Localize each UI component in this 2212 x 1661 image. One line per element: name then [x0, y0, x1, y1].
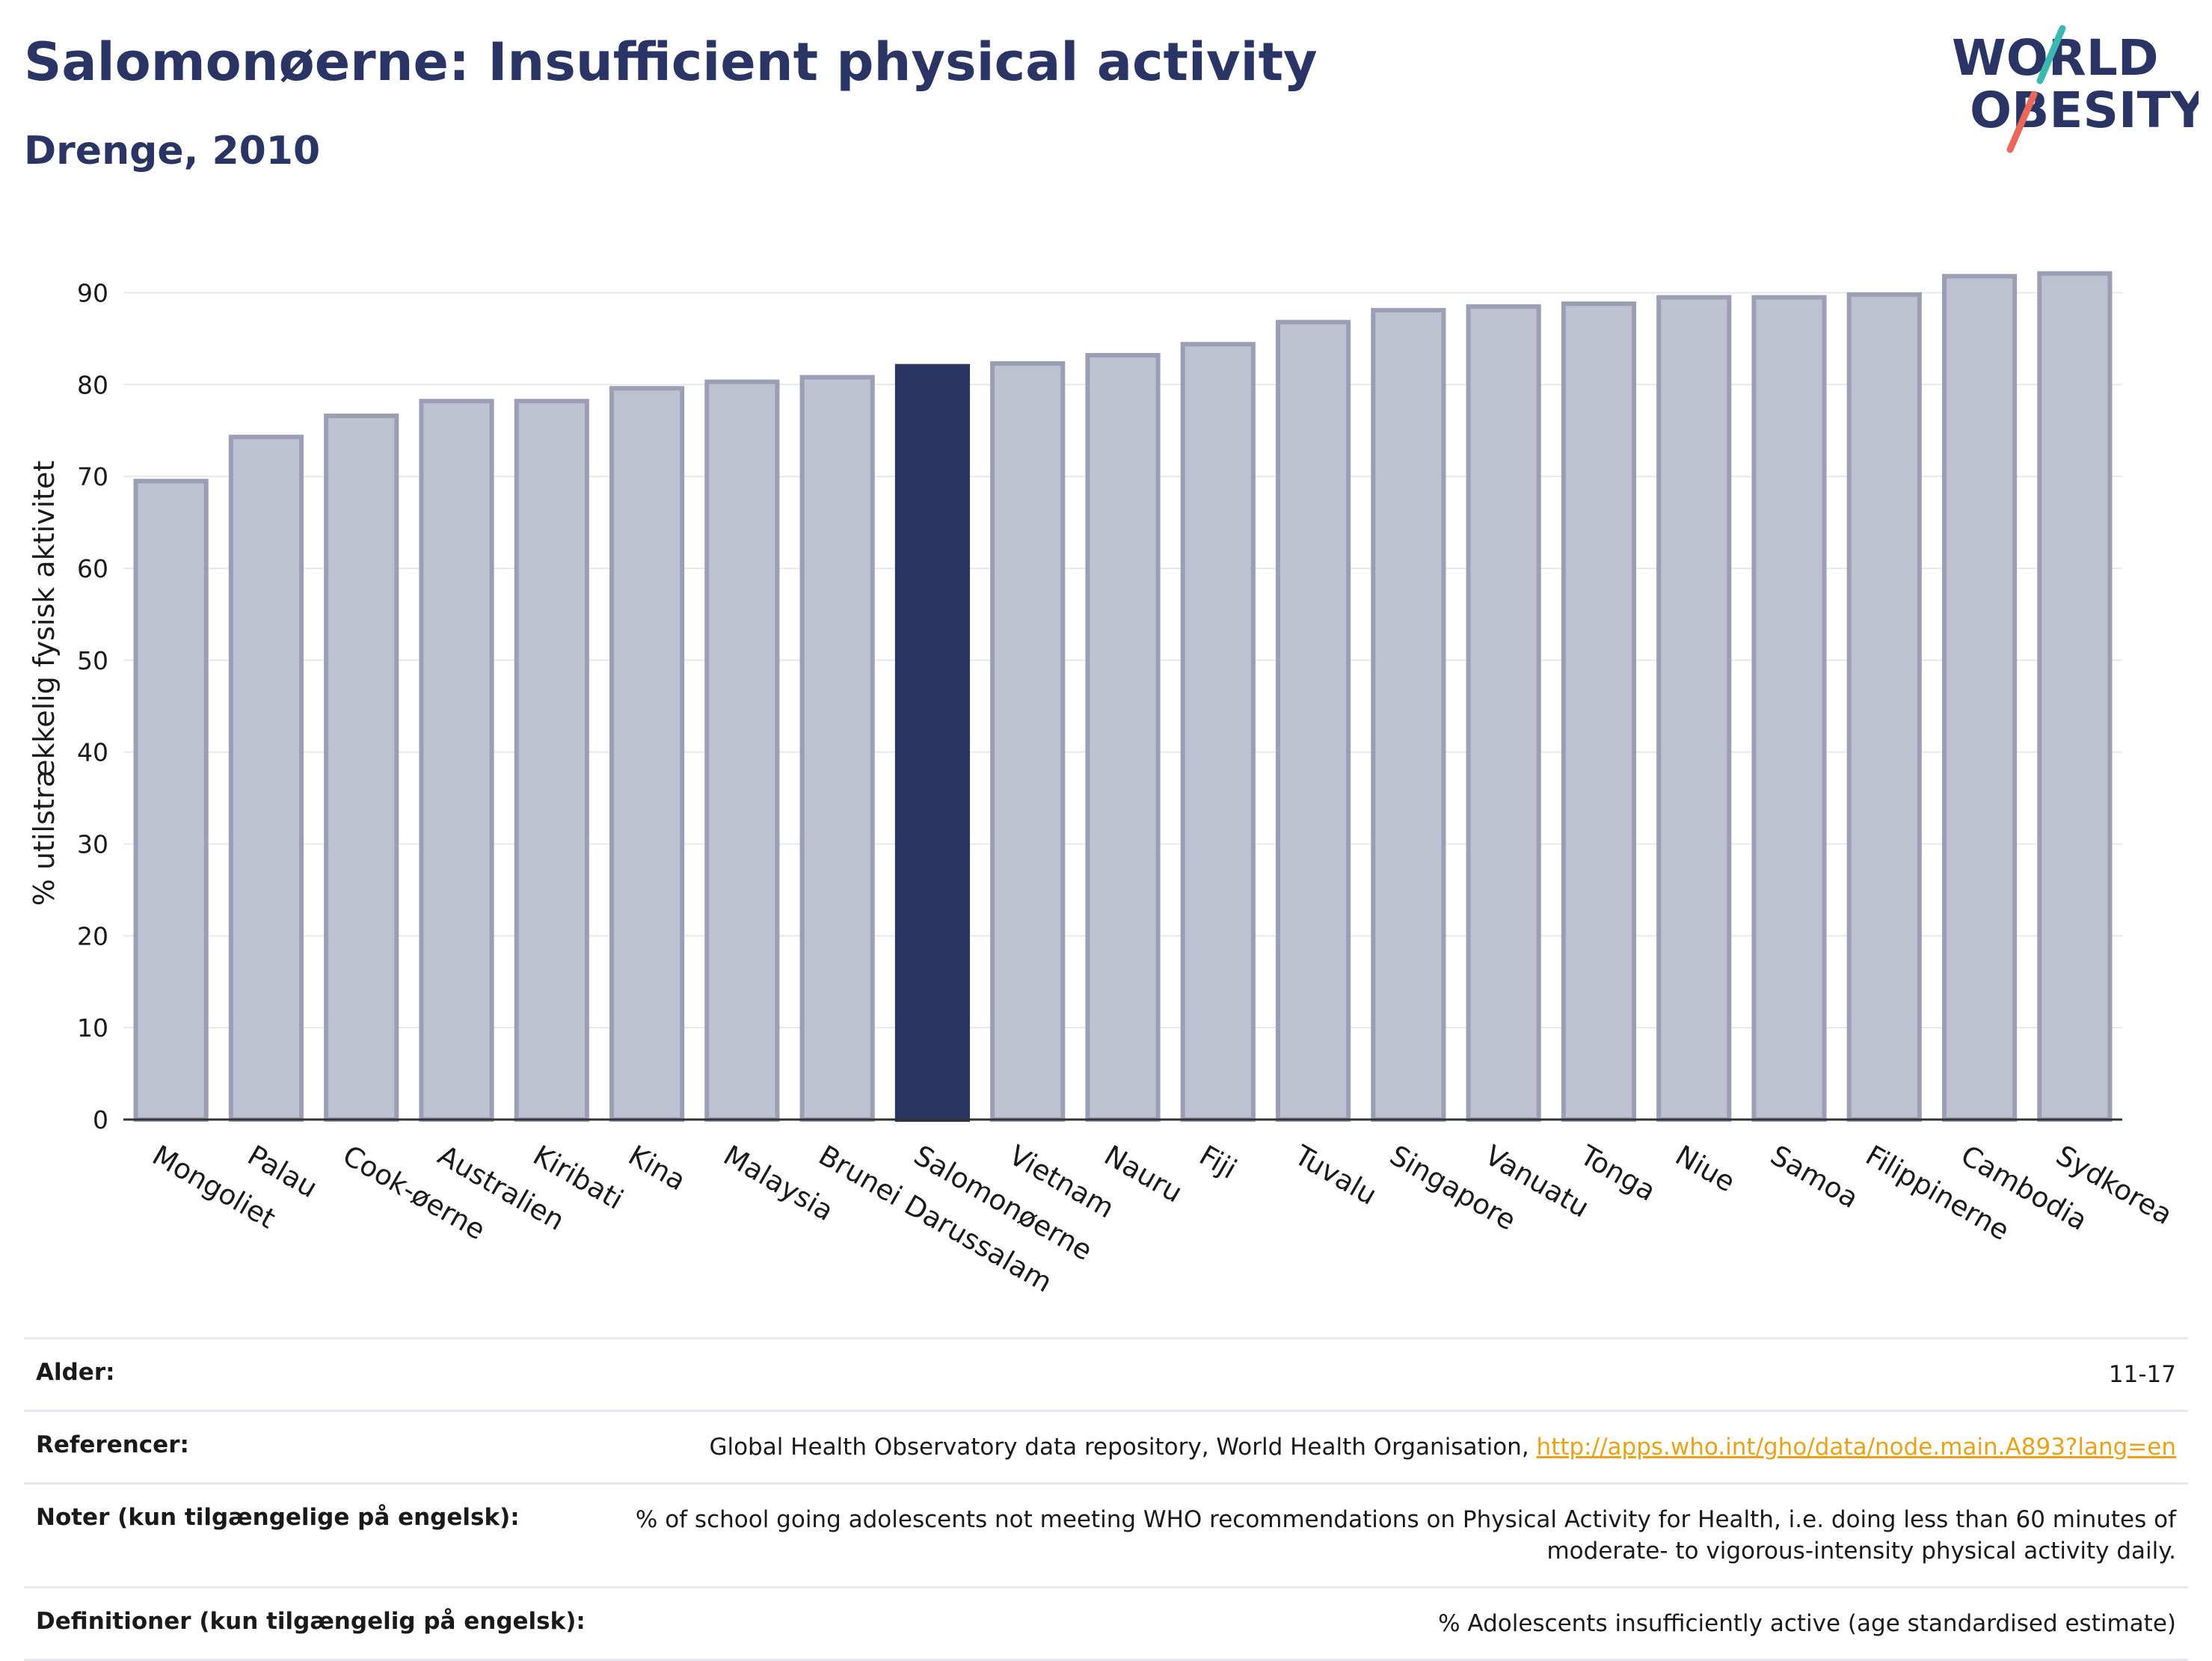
notes-value: % of school going adolescents not meetin… — [635, 1506, 2176, 1565]
references-value: Global Health Observatory data repositor… — [709, 1431, 2176, 1463]
y-tick-label: 10 — [77, 1013, 108, 1043]
bar — [1180, 342, 1256, 1122]
footer-row-notes: Noter (kun tilgængelige på engelsk): % o… — [24, 1482, 2188, 1586]
bar — [1561, 301, 1637, 1122]
footer-row-definitions: Definitioner (kun tilgængelig på engelsk… — [24, 1586, 2188, 1661]
y-axis-label: % utilstrækkelig fysisk aktivitet — [28, 461, 61, 906]
y-tick-label: 70 — [77, 462, 108, 491]
y-tick-label: 40 — [77, 738, 108, 767]
x-tick-label: Samoa — [1765, 1139, 1864, 1215]
logo-line-2: OBESITY — [1970, 82, 2199, 139]
x-tick-label: Malaysia — [718, 1139, 839, 1227]
x-tick-label: Niue — [1670, 1139, 1740, 1198]
bar — [1846, 292, 1922, 1122]
bar — [1085, 352, 1161, 1122]
bar — [514, 399, 589, 1122]
logo-slash-teal — [2036, 25, 2066, 85]
x-tick-label: Kina — [623, 1139, 691, 1197]
footer-row-references: Referencer: Global Health Observatory da… — [24, 1410, 2188, 1482]
age-label: Alder: — [36, 1359, 115, 1386]
bar — [324, 414, 399, 1122]
y-tick-label: 60 — [77, 554, 108, 583]
bar — [704, 379, 780, 1122]
bar — [419, 399, 494, 1122]
y-tick-label: 20 — [77, 921, 108, 951]
bar — [990, 361, 1066, 1122]
bar — [1751, 295, 1827, 1123]
world-obesity-logo: WORLD OBESITY — [1952, 25, 2199, 153]
bar — [609, 386, 685, 1122]
chart-footer: Alder: 11-17 Referencer: Global Health O… — [24, 1337, 2188, 1661]
bar — [2037, 271, 2113, 1122]
bar — [1656, 295, 1732, 1123]
x-tick-label: Tuvalu — [1288, 1139, 1382, 1212]
bar — [133, 479, 209, 1122]
y-tick-label: 50 — [77, 646, 108, 675]
bar — [228, 435, 304, 1122]
definitions-label: Definitioner (kun tilgængelig på engelsk… — [36, 1608, 586, 1635]
y-tick-label: 90 — [77, 278, 108, 307]
bar — [1275, 319, 1351, 1123]
logo-slash-coral — [2006, 90, 2038, 153]
chart-subtitle: Drenge, 2010 — [24, 129, 321, 174]
notes-label: Noter (kun tilgængelige på engelsk): — [36, 1504, 520, 1531]
y-tick-label: 30 — [77, 829, 108, 859]
references-link[interactable]: http://apps.who.int/gho/data/node.main.A… — [1536, 1434, 2176, 1461]
y-tick-label: 80 — [77, 370, 108, 399]
age-value: 11-17 — [2108, 1361, 2176, 1388]
y-tick-label: 0 — [93, 1105, 108, 1135]
bar — [1941, 274, 2018, 1123]
footer-row-age: Alder: 11-17 — [24, 1337, 2188, 1410]
bar — [1466, 304, 1541, 1122]
bar-highlighted — [894, 363, 971, 1122]
references-label: Referencer: — [36, 1431, 189, 1458]
definitions-value: % Adolescents insufficiently active (age… — [1438, 1610, 2176, 1637]
references-text: Global Health Observatory data repositor… — [709, 1434, 1537, 1461]
bar — [799, 375, 875, 1122]
chart-title: Salomonøerne: Insufficient physical acti… — [24, 31, 1318, 93]
bar — [1371, 307, 1446, 1122]
x-tick-label: Fiji — [1194, 1139, 1242, 1185]
